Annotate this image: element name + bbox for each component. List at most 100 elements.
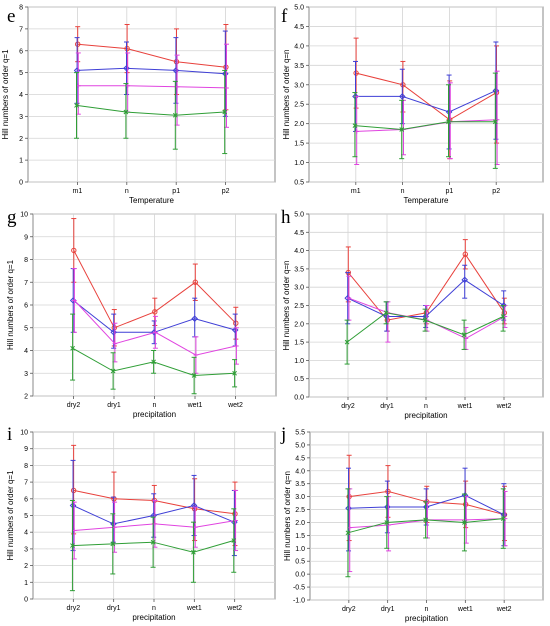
x-tick-label: wet2	[227, 402, 243, 409]
y-tick-label: 7	[24, 280, 28, 287]
y-tick-label: 4.5	[294, 24, 304, 31]
data-point	[191, 549, 196, 555]
data-point	[233, 320, 239, 326]
x-tick-label: wet1	[187, 402, 203, 409]
series-line	[77, 43, 226, 68]
series-line	[348, 494, 505, 516]
y-tick-label: 9	[24, 446, 28, 453]
y-tick-label: 1.0	[294, 160, 304, 167]
y-tick-label: 0.5	[294, 376, 304, 383]
data-point	[110, 368, 116, 374]
data-point	[423, 517, 428, 523]
y-tick-label: 1	[19, 158, 23, 165]
y-tick-label: 0.0	[294, 395, 304, 402]
y-tick-label: 7	[19, 26, 23, 33]
y-tick-label: 4.5	[294, 230, 304, 237]
data-point	[461, 332, 467, 338]
data-point	[112, 341, 118, 346]
data-point	[234, 343, 239, 349]
y-tick-label: 6	[24, 496, 28, 503]
data-point	[70, 487, 77, 494]
y-tick-label: 3.0	[294, 285, 304, 292]
x-tick-label: dry2	[342, 606, 356, 613]
data-point	[191, 506, 198, 512]
x-tick-label: dry2	[67, 402, 81, 409]
y-tick-label: 3	[19, 114, 23, 121]
y-tick-label: 5.0	[294, 5, 304, 12]
data-point	[231, 326, 239, 334]
y-tick-label: 10	[20, 212, 28, 219]
series-green	[74, 69, 228, 155]
data-point	[222, 109, 228, 115]
x-tick-label: n	[125, 188, 129, 195]
data-point	[192, 279, 199, 285]
y-tick-label: 1.5	[294, 141, 304, 148]
y-tick-label: 0.5	[295, 559, 305, 566]
panel-letter-f: f	[281, 6, 288, 27]
data-point	[446, 119, 451, 125]
panel-letter-e: e	[7, 6, 15, 27]
y-tick-label: 1.5	[294, 340, 304, 347]
y-tick-label: 4	[24, 348, 28, 355]
y-tick-label: 8	[19, 5, 23, 12]
y-tick-label: 3.5	[294, 63, 304, 70]
x-tick-label: n	[153, 402, 157, 409]
y-tick-label: 5	[24, 325, 28, 332]
data-point	[153, 330, 158, 335]
y-tick-label: -0.5	[293, 585, 305, 592]
chart-panel-g: 2 3 4 5 6 7 8 9 10 dry2 dry1 n wet1 wet2 precipitation…	[6, 212, 277, 419]
x-tick-label: dry1	[107, 402, 121, 409]
y-axis-title: Hill numbers of order q=n	[283, 471, 292, 561]
x-tick-label: wet2	[496, 606, 512, 613]
x-tick-label: wet2	[496, 403, 512, 410]
y-tick-label: 2.0	[294, 121, 304, 128]
data-point	[462, 520, 467, 525]
y-tick-label: 3.0	[294, 82, 304, 89]
y-tick-label: 9	[24, 234, 28, 241]
series-green	[345, 488, 506, 578]
data-point	[152, 309, 158, 315]
y-tick-label: 1.0	[295, 546, 305, 553]
data-point	[72, 298, 77, 303]
data-point	[383, 313, 391, 320]
y-tick-label: 5	[24, 513, 28, 520]
series-red	[75, 24, 229, 111]
data-point	[110, 328, 118, 336]
chart-panel-f: 0.5 1.0 1.5 2.0 2.5 3.0 3.5 4.0 4.5 5.0 m1 n p1 p2 Tem…	[282, 5, 544, 205]
y-axis-title: Hill numbers of order q=1	[6, 259, 15, 350]
x-axis-title: Temperature	[129, 196, 174, 205]
y-tick-label: 2.0	[294, 321, 304, 328]
series-line	[78, 85, 227, 89]
y-tick-label: 2	[24, 563, 28, 570]
series-red	[353, 37, 500, 160]
data-point	[385, 488, 391, 495]
x-tick-label: n	[425, 606, 429, 613]
data-point	[344, 294, 352, 302]
data-point	[110, 541, 116, 547]
data-point	[345, 530, 351, 536]
data-point	[500, 516, 506, 521]
x-tick-label: wet1	[457, 606, 473, 613]
chart-panel-h: 0.0 0.5 1.0 1.5 2.0 2.5 3.0 3.5 4.0 4.5 5.0 dry2 dry…	[282, 212, 544, 420]
y-tick-label: 3.0	[295, 494, 305, 501]
series-red	[71, 218, 239, 347]
data-point	[500, 302, 508, 309]
data-point	[151, 359, 156, 365]
y-tick-label: 1	[24, 580, 28, 587]
data-point	[223, 64, 229, 70]
x-tick-label: n	[424, 403, 428, 410]
data-point	[398, 93, 406, 100]
y-tick-label: 2.5	[294, 303, 304, 310]
y-tick-label: 1.0	[294, 358, 304, 365]
series-blue	[352, 41, 500, 150]
data-point	[173, 58, 180, 65]
data-point	[150, 539, 156, 545]
series-line	[354, 121, 496, 131]
panel-letter-i: i	[7, 424, 12, 445]
y-tick-label: 2.0	[295, 520, 305, 527]
y-tick-label: 5.0	[294, 212, 304, 219]
panel-letter-h: h	[281, 207, 291, 228]
data-point	[123, 64, 130, 72]
series-blue	[73, 30, 229, 117]
